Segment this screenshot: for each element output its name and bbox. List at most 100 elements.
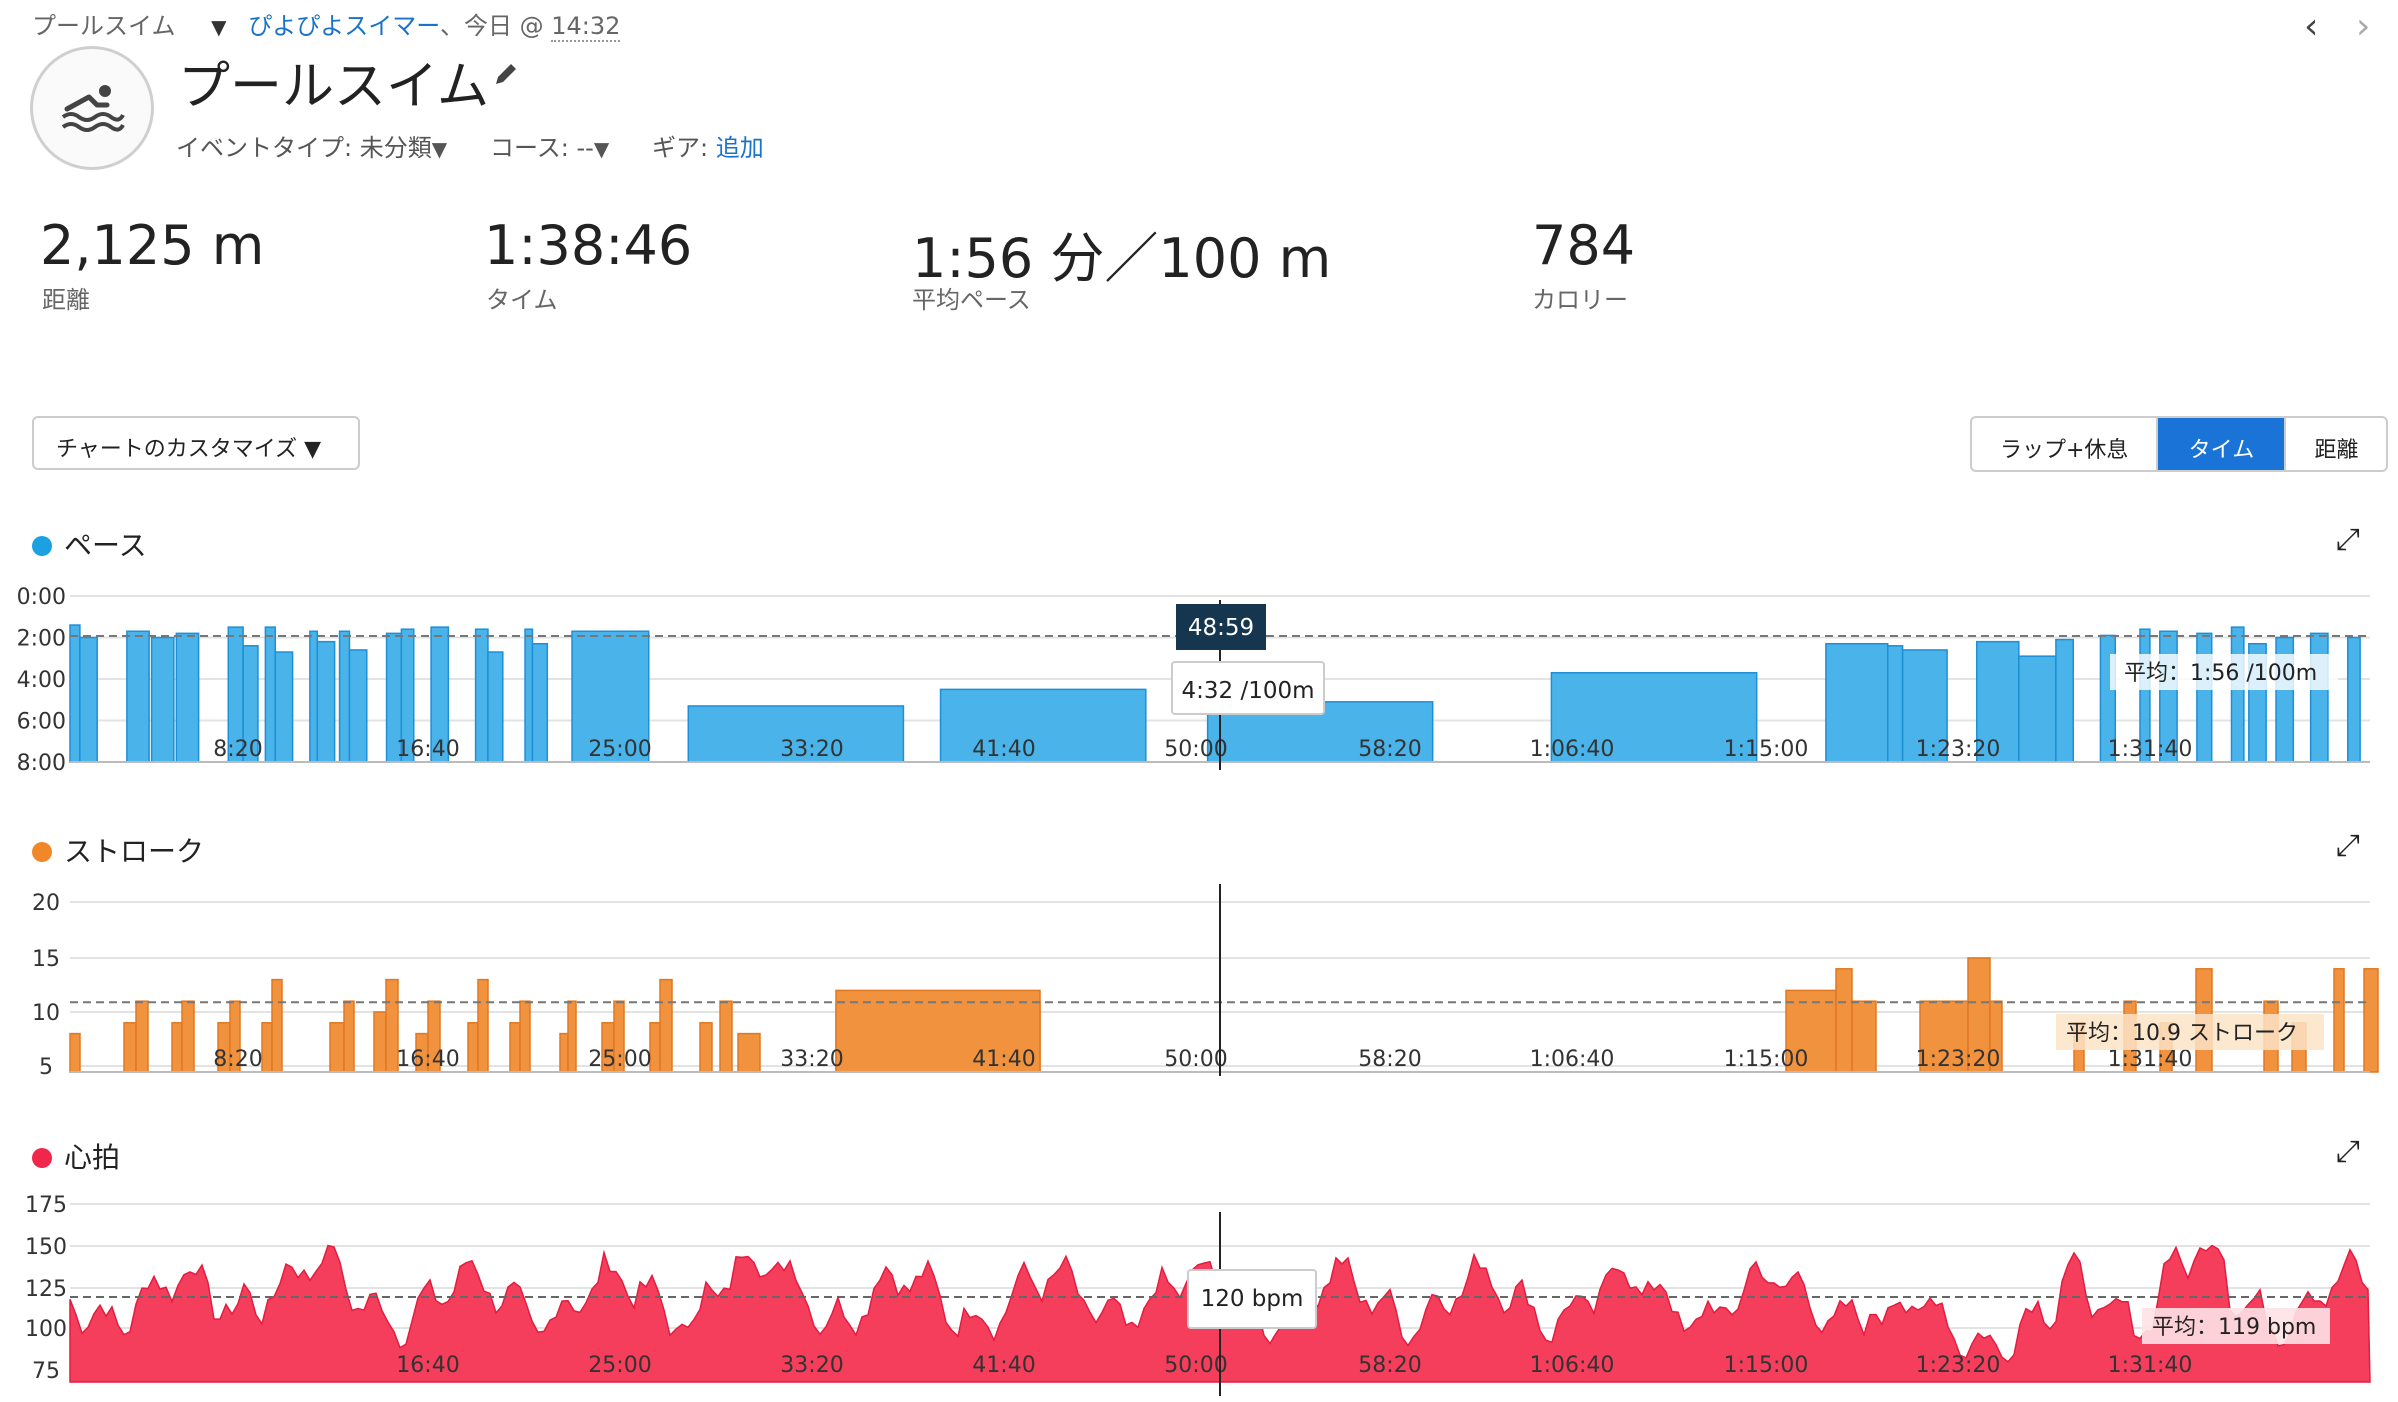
pace-cursor-time-badge: 48:59 xyxy=(1188,615,1254,641)
pace-chart[interactable]: 0:00 2:00 4:00 6:00 8:00 8:20 16:40 25:00 33:20 4… xyxy=(0,570,2398,780)
pace-x-tick-label: 41:40 xyxy=(972,737,1035,762)
pencil-edit-icon[interactable] xyxy=(492,60,520,92)
caret-down-icon[interactable]: ▼ xyxy=(211,15,227,39)
pace-y-tick-label: 6:00 xyxy=(17,710,66,735)
stroke-bar xyxy=(2363,968,2379,1073)
pace-bar xyxy=(316,640,336,763)
breadcrumb-date: 、今日 xyxy=(439,12,512,40)
stroke-bar xyxy=(1785,989,1837,1073)
stroke-x-tick-label: 8:20 xyxy=(213,1047,262,1072)
activity-title: プールスイム xyxy=(178,57,489,117)
gear-label: ギア: xyxy=(652,134,709,162)
segment-time[interactable]: タイム xyxy=(2156,418,2285,470)
course-dropdown[interactable]: コース: --▼ xyxy=(490,128,609,163)
expand-stroke-chart-icon[interactable]: ⤢ xyxy=(2336,828,2360,863)
stat-distance-label: 距離 xyxy=(42,286,90,314)
stroke-y-tick-label: 5 xyxy=(39,1055,53,1080)
pace-x-tick-label: 1:06:40 xyxy=(1530,737,1615,762)
customize-chart-button[interactable]: チャートのカスタマイズ ▼ xyxy=(32,416,360,470)
pace-average-label: 平均：1:56 /100m xyxy=(2124,661,2317,686)
pace-bar xyxy=(175,632,200,763)
pace-bar xyxy=(150,636,175,763)
pace-bar xyxy=(79,636,98,763)
pace-bar xyxy=(338,630,351,763)
segment-laps-rest[interactable]: ラップ+休息 xyxy=(2000,438,2129,463)
stroke-x-tick-label: 1:23:20 xyxy=(1916,1047,2001,1072)
pace-bar xyxy=(69,624,81,763)
stroke-x-tick-label: 41:40 xyxy=(972,1047,1035,1072)
gear-add-link[interactable]: 追加 xyxy=(715,134,764,162)
heart-y-tick-label: 75 xyxy=(32,1359,60,1384)
stat-avg-pace-label: 平均ペース xyxy=(912,286,1031,314)
heart-x-tick-label: 1:15:00 xyxy=(1724,1353,1809,1378)
stroke-bar xyxy=(69,1032,81,1073)
heart-legend-dot xyxy=(32,1148,52,1168)
stroke-bar xyxy=(271,978,283,1073)
caret-down-icon: ▼ xyxy=(431,137,448,161)
pace-tooltip-value: 4:32 /100m xyxy=(1181,678,1314,704)
breadcrumb-activity-type: プールスイム xyxy=(32,12,176,40)
pace-bar xyxy=(2018,655,2057,763)
heart-average-label: 平均：119 bpm xyxy=(2152,1315,2316,1340)
chevron-right-icon[interactable]: › xyxy=(2356,6,2371,47)
heart-x-tick-label: 33:20 xyxy=(780,1353,843,1378)
expand-heart-chart-icon[interactable]: ⤢ xyxy=(2336,1134,2360,1169)
stat-calories-value: 784 xyxy=(1532,214,1636,277)
heart-average-label-bg xyxy=(2142,1308,2330,1344)
pace-bar xyxy=(939,688,1147,763)
pace-bar xyxy=(687,705,905,763)
stroke-bar xyxy=(329,1022,345,1073)
heart-x-tick-label: 41:40 xyxy=(972,1353,1035,1378)
pace-y-tick-label: 8:00 xyxy=(17,751,66,776)
stroke-y-tick-label: 15 xyxy=(32,947,60,972)
heart-x-tick-label: 50:00 xyxy=(1164,1353,1227,1378)
pace-bar xyxy=(2055,638,2074,763)
stroke-section-title: ストローク xyxy=(32,830,204,870)
stroke-bar xyxy=(567,1000,577,1073)
pace-average-label-bg xyxy=(2110,654,2338,690)
heart-x-tick-label: 25:00 xyxy=(588,1353,651,1378)
pace-title-text: ペース xyxy=(64,529,147,562)
stat-time-label: タイム xyxy=(486,286,558,314)
stroke-bar xyxy=(719,1000,733,1073)
pace-y-tick-label: 4:00 xyxy=(17,668,66,693)
pace-bar xyxy=(524,628,534,763)
stroke-bar xyxy=(343,1000,355,1073)
stroke-x-tick-label: 16:40 xyxy=(396,1047,459,1072)
segment-distance[interactable]: 距離 xyxy=(2284,418,2386,470)
caret-down-icon: ▼ xyxy=(593,137,610,161)
event-type-label: イベントタイプ: 未分類 xyxy=(176,134,432,162)
swimmer-icon xyxy=(61,85,125,132)
stroke-bar xyxy=(559,1032,569,1073)
expand-pace-chart-icon[interactable]: ⤢ xyxy=(2336,522,2360,557)
heart-y-tick-label: 125 xyxy=(25,1277,67,1302)
stroke-x-tick-label: 25:00 xyxy=(588,1047,651,1072)
stroke-x-tick-label: 1:06:40 xyxy=(1530,1047,1615,1072)
stroke-x-tick-label: 58:20 xyxy=(1358,1047,1421,1072)
swim-activity-avatar xyxy=(30,46,154,170)
pace-bar xyxy=(1550,672,1758,763)
stroke-bar xyxy=(519,1000,531,1073)
chevron-left-icon[interactable]: ‹ xyxy=(2304,6,2319,47)
stroke-bar xyxy=(467,1022,479,1073)
stroke-x-tick-label: 1:31:40 xyxy=(2108,1047,2193,1072)
pace-bar xyxy=(474,628,489,763)
breadcrumb-at: @ xyxy=(519,12,544,40)
pace-x-tick-label: 1:23:20 xyxy=(1916,737,2001,762)
x-axis-segmented-control: ラップ+休息 タイム 距離 xyxy=(1970,416,2389,472)
stroke-bar xyxy=(373,1011,387,1073)
stroke-bar xyxy=(509,1022,521,1073)
heart-x-tick-label: 1:23:20 xyxy=(1916,1353,2001,1378)
heart-rate-chart[interactable]: 175 150 125 100 75 16:40 25:00 33:20 41:40 50:00 5… xyxy=(0,1186,2398,1402)
stroke-x-tick-label: 50:00 xyxy=(1164,1047,1227,1072)
pace-bar xyxy=(348,649,368,763)
heart-tooltip-value: 120 bpm xyxy=(1201,1286,1304,1312)
event-type-dropdown[interactable]: イベントタイプ: 未分類▼ xyxy=(176,128,447,163)
breadcrumb-user-link[interactable]: ぴよぴよスイマー xyxy=(248,12,440,40)
stroke-y-tick-label: 10 xyxy=(32,1001,60,1026)
pace-bar xyxy=(2309,632,2329,763)
heart-y-tick-label: 150 xyxy=(25,1235,67,1260)
pace-bar xyxy=(1825,642,1889,763)
stroke-legend-dot xyxy=(32,842,52,862)
